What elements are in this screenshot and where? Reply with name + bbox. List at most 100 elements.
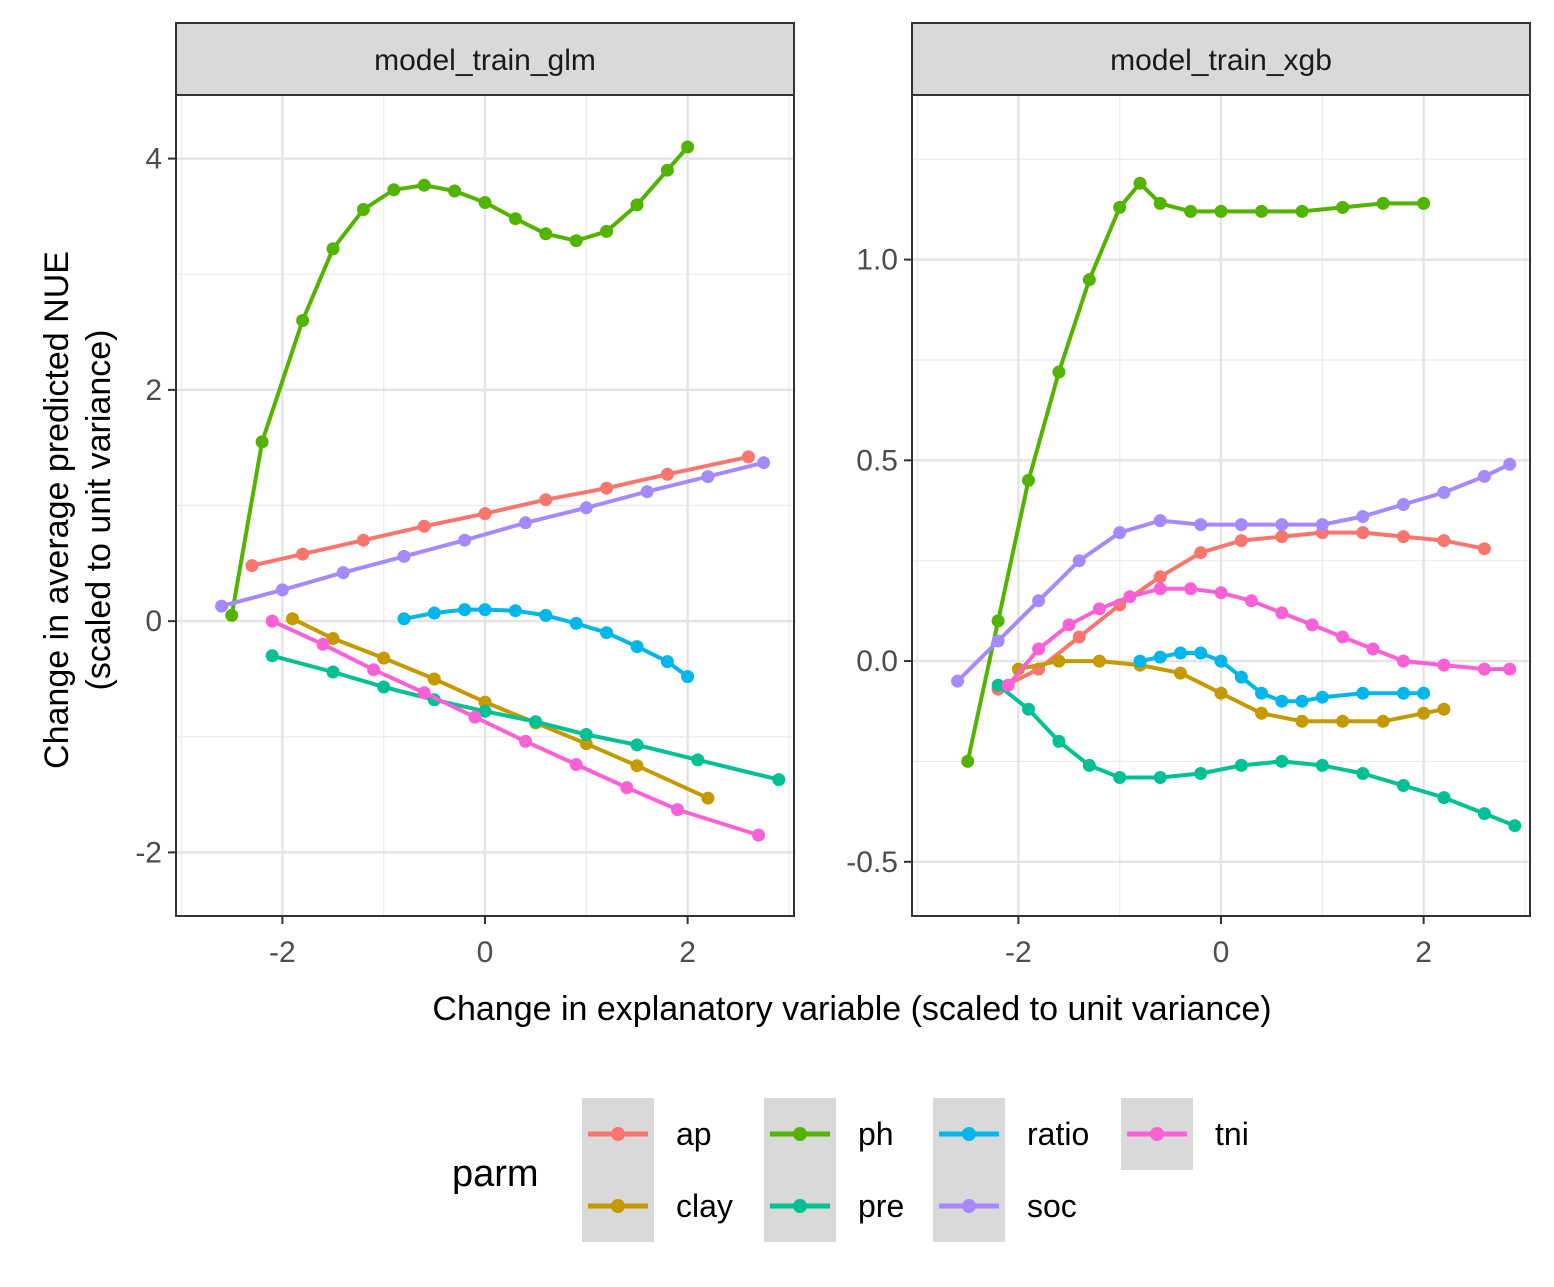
series-tni	[1001, 582, 1517, 692]
data-point-tni	[569, 758, 583, 771]
x-tick-label: -2	[1005, 936, 1032, 969]
legend-key-point	[962, 1127, 976, 1141]
data-point-ap	[539, 493, 553, 507]
series-line-ph	[229, 145, 690, 618]
y-tick-label: 0.0	[856, 645, 898, 678]
data-point-ap	[245, 559, 259, 573]
data-point-soc	[1315, 518, 1329, 532]
data-point-clay	[579, 737, 593, 751]
facet-title: model_train_glm	[374, 44, 596, 77]
series-pre	[991, 678, 1522, 833]
data-point-tni	[1001, 678, 1015, 692]
data-point-ph	[296, 314, 310, 327]
data-point-tni	[1366, 642, 1380, 656]
x-tick-label: 2	[679, 936, 696, 969]
series-line-tni	[270, 619, 761, 838]
data-point-ratio	[1315, 690, 1329, 704]
data-point-ap	[600, 481, 614, 495]
y-tick-label: 0	[145, 605, 162, 638]
panel-model_train_xgb: model_train_xgb -2 0 2 -0.5 0.0 0.5 1.0	[846, 22, 1531, 969]
data-point-tni	[1396, 654, 1410, 668]
legend-key-point	[793, 1199, 807, 1213]
series-ratio	[1133, 646, 1431, 708]
y-tick-label: 2	[145, 374, 162, 407]
data-point-soc	[1113, 526, 1127, 540]
data-point-soc	[1194, 518, 1208, 532]
data-point-soc	[336, 566, 350, 580]
data-point-clay	[1336, 714, 1350, 728]
y-tick-label: -0.5	[846, 846, 898, 879]
legend-item-pre: pre	[764, 1170, 904, 1242]
data-point-ap	[1194, 546, 1208, 560]
data-point-ph	[991, 614, 1005, 628]
data-point-clay	[1437, 702, 1451, 716]
data-point-ph	[1113, 200, 1127, 214]
data-point-ratio	[1255, 686, 1268, 700]
data-point-pre	[1508, 819, 1522, 833]
facet-strip	[175, 22, 795, 96]
data-point-ph	[417, 178, 431, 192]
data-point-tni	[1092, 602, 1106, 616]
data-point-ap	[1437, 534, 1451, 548]
data-point-ph	[1133, 176, 1147, 190]
legend-key-point	[611, 1127, 625, 1141]
chart-panels: model_train_glm -2 0 2 -2 0 2 4 model_train_xgb -…	[135, 22, 1531, 969]
data-point-tni	[1153, 582, 1167, 596]
legend-key-point	[611, 1199, 625, 1213]
data-point-soc	[215, 599, 229, 613]
data-point-ph	[478, 196, 492, 209]
legend-item-clay: clay	[582, 1170, 733, 1242]
axes: -2 0 2 -0.5 0.0 0.5 1.0	[846, 244, 1432, 969]
data-point-ap	[1356, 526, 1370, 540]
legend-label: ratio	[1027, 1116, 1089, 1152]
data-point-ph	[1214, 204, 1228, 218]
data-point-clay	[1011, 662, 1025, 676]
data-point-tni	[519, 734, 532, 748]
data-point-tni	[1032, 642, 1046, 656]
y-axis-title: Change in average predicted NUE (scaled …	[38, 251, 118, 769]
data-point-ph	[569, 234, 583, 248]
data-point-ratio	[478, 603, 492, 617]
legend-key-point	[793, 1127, 807, 1141]
data-point-pre	[1234, 758, 1248, 772]
data-point-pre	[1052, 734, 1066, 748]
data-point-tni	[671, 803, 684, 817]
data-point-ph	[961, 754, 975, 768]
data-point-ratio	[1214, 654, 1228, 668]
x-tick-label: 0	[477, 936, 494, 969]
y-tick-label: 1.0	[856, 244, 898, 277]
data-point-soc	[1032, 594, 1046, 608]
data-point-ap	[1153, 570, 1167, 584]
data-point-ratio	[681, 670, 695, 684]
data-point-ratio	[630, 640, 644, 654]
data-point-ph	[326, 242, 340, 256]
data-point-ap	[1234, 534, 1248, 548]
series-soc	[215, 456, 771, 613]
data-point-pre	[1194, 767, 1208, 780]
legend-label: soc	[1027, 1188, 1077, 1224]
data-point-ph	[1184, 204, 1198, 218]
data-point-pre	[1396, 779, 1410, 792]
data-point-soc	[1396, 498, 1410, 511]
data-point-pre	[630, 738, 644, 752]
data-point-ph	[1022, 473, 1035, 487]
data-point-ap	[741, 450, 755, 464]
data-point-ph	[356, 203, 370, 216]
data-point-soc	[1275, 518, 1289, 532]
y-tick-label: 0.5	[856, 444, 898, 477]
data-point-tni	[1244, 594, 1258, 608]
data-point-pre	[1477, 807, 1491, 821]
data-point-soc	[275, 583, 289, 597]
data-point-soc	[757, 456, 771, 470]
data-point-clay	[1295, 714, 1309, 728]
data-point-ratio	[427, 606, 441, 620]
data-point-tni	[468, 710, 482, 724]
data-point-clay	[1052, 654, 1066, 668]
data-point-soc	[519, 516, 532, 530]
data-point-ratio	[600, 626, 614, 640]
data-point-ap	[356, 533, 370, 547]
series-ap	[245, 450, 755, 573]
data-point-soc	[1234, 518, 1248, 532]
data-point-clay	[478, 695, 492, 709]
series-line-clay	[1016, 659, 1446, 724]
